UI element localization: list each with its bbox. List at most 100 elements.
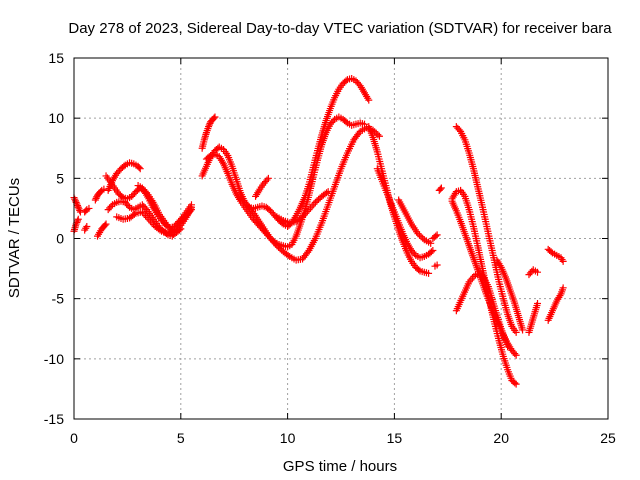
data-point bbox=[512, 380, 520, 388]
data-point-interp bbox=[511, 350, 519, 358]
x-tick-label: 20 bbox=[493, 430, 509, 446]
series-arc-e bbox=[91, 185, 108, 204]
chart-title: Day 278 of 2023, Sidereal Day-to-day VTE… bbox=[68, 20, 612, 37]
data-point-interp bbox=[73, 200, 81, 208]
data-point-interp bbox=[329, 117, 337, 125]
series-arc-p bbox=[252, 174, 272, 200]
data-point bbox=[85, 204, 93, 212]
series-arc-m bbox=[198, 74, 373, 230]
data-point-interp bbox=[205, 121, 213, 129]
series-arc-q bbox=[273, 188, 332, 227]
y-axis-label: SDTVAR / TECUs bbox=[6, 178, 23, 298]
series-arc-ae bbox=[544, 284, 567, 324]
data-point-interp bbox=[101, 221, 109, 229]
y-tick-label: -15 bbox=[44, 411, 64, 427]
data-point-interp bbox=[124, 202, 132, 210]
series-arc-w bbox=[435, 184, 445, 194]
data-point-interp bbox=[547, 248, 555, 256]
data-point bbox=[273, 242, 281, 250]
data-point bbox=[504, 343, 512, 351]
x-tick-label: 10 bbox=[280, 430, 296, 446]
data-point-interp bbox=[415, 266, 423, 274]
data-point bbox=[534, 268, 542, 276]
series-arc-s bbox=[373, 165, 437, 262]
data-point bbox=[365, 96, 373, 104]
plot-frame bbox=[73, 57, 609, 420]
data-point-interp bbox=[297, 214, 305, 222]
y-tick-label: 10 bbox=[48, 110, 64, 126]
data-point bbox=[100, 185, 108, 193]
data-point bbox=[425, 269, 433, 277]
series-arc-t bbox=[395, 196, 435, 247]
series-arc-v bbox=[431, 261, 441, 270]
data-point-interp bbox=[284, 251, 292, 259]
data-point bbox=[102, 220, 110, 228]
data-point-interp bbox=[130, 210, 138, 218]
data-point bbox=[512, 351, 520, 359]
series-arc-c bbox=[81, 204, 93, 216]
y-tick-label: 15 bbox=[48, 50, 64, 66]
data-point-interp bbox=[210, 114, 218, 122]
series-arc-u bbox=[429, 231, 441, 242]
data-point-interp bbox=[511, 379, 519, 387]
data-point-interp bbox=[141, 204, 149, 212]
data-point bbox=[136, 165, 144, 173]
data-point-interp bbox=[315, 195, 323, 203]
data-point bbox=[74, 215, 82, 223]
grid-lines bbox=[74, 58, 608, 419]
series-arc-n bbox=[202, 113, 368, 251]
series-arc-j bbox=[113, 206, 195, 238]
data-point bbox=[205, 123, 213, 131]
data-point bbox=[187, 206, 195, 214]
data-point-interp bbox=[74, 217, 82, 225]
data-point-interp bbox=[73, 218, 81, 226]
data-point-interp bbox=[275, 243, 283, 251]
data-point bbox=[83, 222, 91, 230]
data-point bbox=[559, 257, 567, 265]
data-point-interp bbox=[410, 250, 418, 258]
data-point-interp bbox=[141, 187, 149, 195]
series-arc-l bbox=[198, 113, 219, 152]
data-point-interp bbox=[156, 226, 164, 234]
data-point bbox=[211, 113, 219, 121]
series-arc-d bbox=[81, 222, 91, 234]
data-point-interp bbox=[92, 194, 100, 202]
data-point bbox=[427, 239, 435, 247]
data-point bbox=[559, 284, 567, 292]
data-point-interp bbox=[371, 128, 379, 136]
data-point-interp bbox=[75, 205, 83, 213]
series-arc-x bbox=[452, 123, 520, 336]
series-arc-f bbox=[93, 220, 110, 240]
data-point-interp bbox=[71, 197, 79, 205]
data-point bbox=[429, 247, 437, 255]
data-point-interp bbox=[417, 233, 425, 241]
data-point bbox=[177, 225, 185, 233]
data-point-interp bbox=[427, 248, 435, 256]
data-point bbox=[375, 132, 383, 140]
data-points bbox=[70, 74, 567, 388]
data-point-interp bbox=[304, 248, 312, 256]
y-tick-label: 5 bbox=[56, 170, 64, 186]
data-point-interp bbox=[120, 162, 128, 170]
data-point bbox=[433, 261, 441, 269]
data-point-interp bbox=[313, 197, 321, 205]
data-point-interp bbox=[342, 118, 350, 126]
series-arc-h bbox=[102, 172, 195, 232]
data-point-interp bbox=[107, 202, 115, 210]
data-point-interp bbox=[175, 226, 183, 234]
y-tick-label: -10 bbox=[44, 351, 64, 367]
data-point bbox=[519, 326, 527, 334]
data-point-interp bbox=[135, 164, 143, 172]
series-arc-ac bbox=[525, 266, 542, 279]
data-point bbox=[414, 230, 422, 238]
data-point-interp bbox=[432, 232, 440, 240]
data-point-interp bbox=[415, 231, 423, 239]
data-point-interp bbox=[436, 185, 444, 193]
series-arc-a bbox=[70, 194, 84, 216]
x-tick-label: 5 bbox=[177, 430, 185, 446]
series-arc-ab bbox=[493, 256, 527, 334]
series-arc-aa bbox=[452, 271, 512, 351]
data-point-interp bbox=[167, 226, 175, 234]
y-tick-label: -5 bbox=[52, 291, 65, 307]
